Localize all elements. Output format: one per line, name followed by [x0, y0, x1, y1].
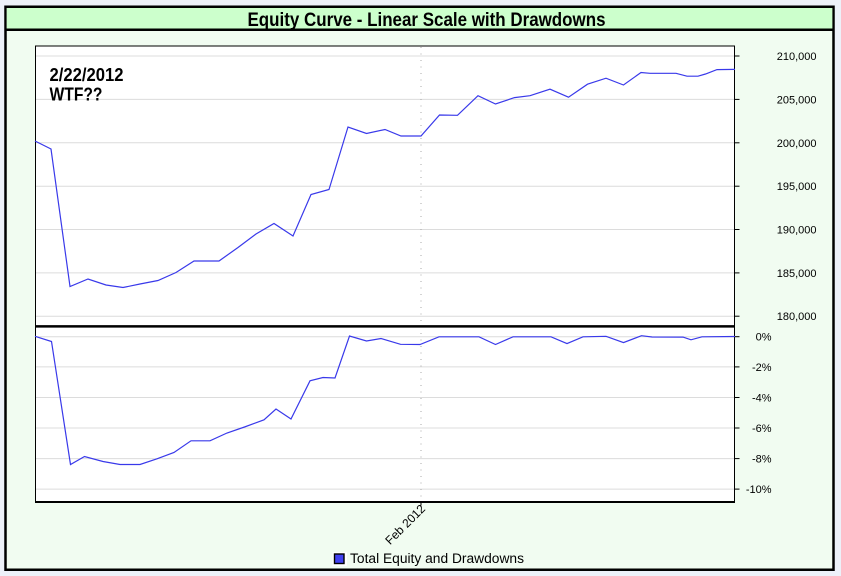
svg-text:Total Equity and Drawdowns: Total Equity and Drawdowns [350, 551, 524, 566]
svg-text:-2%: -2% [752, 362, 772, 374]
svg-text:WTF??: WTF?? [50, 84, 103, 105]
svg-text:2/22/2012: 2/22/2012 [50, 64, 124, 85]
svg-text:-8%: -8% [752, 454, 772, 466]
svg-text:185,000: 185,000 [777, 268, 817, 280]
svg-text:205,000: 205,000 [777, 94, 817, 106]
svg-text:-10%: -10% [746, 484, 772, 496]
svg-text:210,000: 210,000 [777, 51, 817, 63]
svg-text:180,000: 180,000 [777, 311, 817, 323]
svg-text:Equity Curve - Linear Scale wi: Equity Curve - Linear Scale with Drawdow… [248, 10, 606, 31]
svg-text:-6%: -6% [752, 423, 772, 435]
svg-text:0%: 0% [756, 332, 772, 344]
svg-text:200,000: 200,000 [777, 138, 817, 150]
svg-text:-4%: -4% [752, 393, 772, 405]
svg-text:190,000: 190,000 [777, 225, 817, 237]
svg-text:195,000: 195,000 [777, 181, 817, 193]
